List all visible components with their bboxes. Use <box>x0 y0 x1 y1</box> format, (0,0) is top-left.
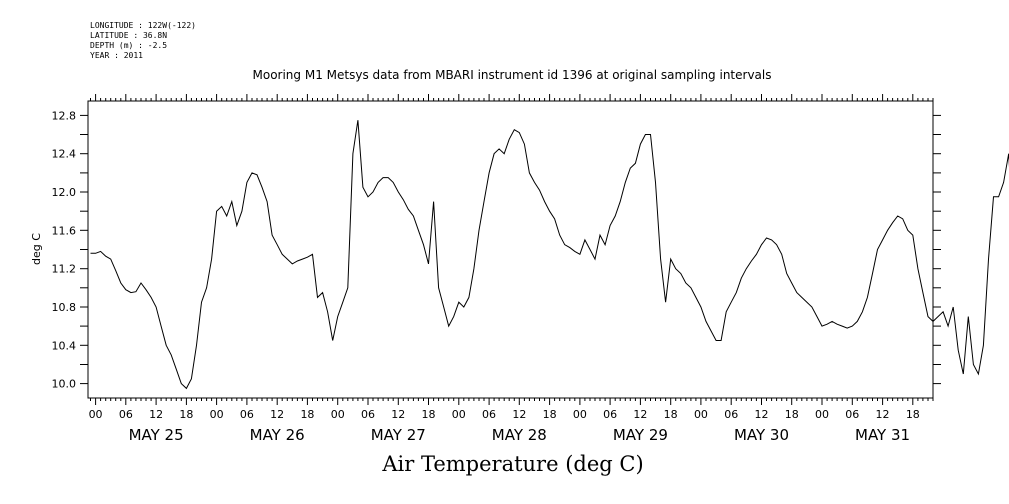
day-labels: MAY 25 MAY 26 MAY 27 MAY 28 MAY 29 MAY 30 MAY … <box>129 426 911 444</box>
x-tick-label: 12 <box>149 408 163 421</box>
x-tick-label: 18 <box>300 408 314 421</box>
x-tick-labels: 00 06 12 18 00 06 12 18 00 06 12 18 00 06 12 18 00 06 12 18… <box>89 408 920 421</box>
x-tick-label: 12 <box>633 408 647 421</box>
series-line <box>90 120 1009 390</box>
x-tick-label: 06 <box>845 408 859 421</box>
x-tick-label: 00 <box>331 408 345 421</box>
x-tick-label: 18 <box>664 408 678 421</box>
x-tick-label: 12 <box>754 408 768 421</box>
y-tick-label: 12.0 <box>52 186 77 199</box>
y-tick-label: 11.6 <box>52 224 77 237</box>
x-tick-label: 00 <box>89 408 103 421</box>
y-tick-label: 10.0 <box>52 378 77 391</box>
x-axis-label: Air Temperature (deg C) <box>382 452 644 476</box>
y-tick-label: 10.4 <box>52 339 77 352</box>
y-tick-label: 12.8 <box>52 109 77 122</box>
day-label: MAY 25 <box>129 426 184 444</box>
plot-frame <box>87 100 934 399</box>
x-tick-label: 00 <box>210 408 224 421</box>
year-text: YEAR : 2011 <box>90 51 143 60</box>
day-label: MAY 31 <box>855 426 910 444</box>
x-tick-label: 06 <box>361 408 375 421</box>
day-label: MAY 30 <box>734 426 789 444</box>
x-tick-label: 12 <box>270 408 284 421</box>
x-tick-label: 12 <box>876 408 890 421</box>
y-tick-label: 12.4 <box>52 148 77 161</box>
x-tick-label: 12 <box>512 408 526 421</box>
tick-marks <box>80 94 941 405</box>
metadata-block: LONGITUDE : 122W(-122) LATITUDE : 36.8N … <box>90 21 196 61</box>
x-tick-label: 12 <box>391 408 405 421</box>
x-tick-label: 00 <box>815 408 829 421</box>
day-label: MAY 26 <box>250 426 305 444</box>
x-tick-label: 06 <box>724 408 738 421</box>
depth-text: DEPTH (m) : -2.5 <box>90 41 168 50</box>
day-label: MAY 28 <box>492 426 547 444</box>
x-tick-label: 06 <box>240 408 254 421</box>
latitude-text: LATITUDE : 36.8N <box>90 31 168 40</box>
day-label: MAY 27 <box>371 426 426 444</box>
chart-title: Mooring M1 Metsys data from MBARI instru… <box>252 68 772 82</box>
x-tick-label: 18 <box>785 408 799 421</box>
y-tick-label: 11.2 <box>52 263 77 276</box>
x-tick-label: 18 <box>906 408 920 421</box>
x-tick-label: 06 <box>119 408 133 421</box>
x-tick-label: 00 <box>452 408 466 421</box>
x-tick-label: 18 <box>543 408 557 421</box>
y-axis-label: deg C <box>30 233 43 265</box>
x-tick-label: 06 <box>482 408 496 421</box>
x-tick-label: 18 <box>179 408 193 421</box>
x-tick-label: 00 <box>573 408 587 421</box>
day-label: MAY 29 <box>613 426 668 444</box>
x-tick-label: 06 <box>603 408 617 421</box>
x-tick-label: 00 <box>694 408 708 421</box>
y-tick-labels: 10.0 10.4 10.8 11.2 11.6 12.0 12.4 12.8 <box>52 109 77 390</box>
longitude-text: LONGITUDE : 122W(-122) <box>90 21 196 30</box>
x-tick-label: 18 <box>422 408 436 421</box>
y-tick-label: 10.8 <box>52 301 77 314</box>
